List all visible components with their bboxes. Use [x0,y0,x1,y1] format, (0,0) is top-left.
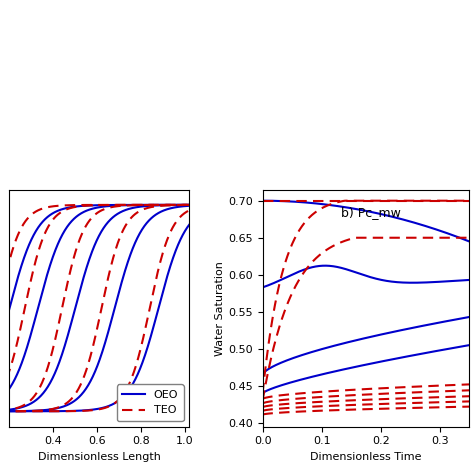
X-axis label: Dimensionless Time: Dimensionless Time [310,452,422,462]
X-axis label: Dimensionless Length: Dimensionless Length [38,452,161,462]
Legend: OEO, TEO: OEO, TEO [117,384,183,421]
Text: b) Pc_mw: b) Pc_mw [341,206,401,219]
Y-axis label: Water Saturation: Water Saturation [215,261,226,356]
